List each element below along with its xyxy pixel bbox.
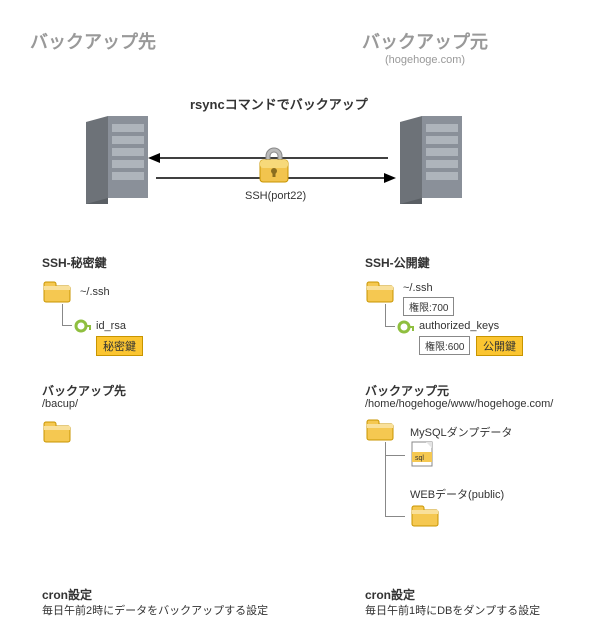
svg-text:sql: sql	[415, 455, 424, 462]
server-left-icon	[80, 114, 152, 210]
lock-icon	[256, 140, 292, 184]
folder-ssh-right-icon	[365, 280, 395, 304]
backup-src-title: バックアップ元	[365, 382, 449, 399]
key-right-icon	[397, 318, 415, 336]
pubkey-badge: 公開鍵	[476, 336, 523, 356]
cron-left-title: cron設定	[42, 586, 92, 603]
folder-ssh-left-icon	[42, 280, 72, 304]
backup-src-path: /home/hogehoge/www/hogehoge.com/	[365, 398, 553, 410]
folder-backup-right-icon	[365, 418, 395, 442]
header-backup-dest: バックアップ先	[30, 28, 156, 54]
header-backup-src-sub: (hogehoge.com)	[362, 54, 488, 66]
folder-backup-left-icon	[42, 420, 72, 444]
authkeys-label: authorized_keys	[419, 320, 499, 332]
key-perm-600: 権限:600	[419, 336, 470, 355]
cron-right-desc: 毎日午前1時にDBをダンプする設定	[365, 602, 540, 618]
privkey-badge: 秘密鍵	[96, 336, 143, 356]
ssh-port-label: SSH(port22)	[245, 190, 306, 202]
idrsa-label: id_rsa	[96, 320, 126, 332]
backup-dest-path: /bacup/	[42, 398, 78, 410]
header-backup-src: バックアップ元	[362, 28, 488, 54]
webdata-label: WEBデータ(public)	[410, 486, 504, 502]
cron-right-title: cron設定	[365, 586, 415, 603]
folder-web-icon	[410, 504, 440, 528]
ssh-privkey-title: SSH-秘密鍵	[42, 254, 107, 271]
mysql-dump-label: MySQLダンプデータ	[410, 424, 512, 440]
rsync-title: rsyncコマンドでバックアップ	[190, 94, 368, 113]
sql-file-icon: sql	[410, 440, 434, 468]
ssh-folder-left: ~/.ssh	[80, 286, 110, 298]
backup-dest-title: バックアップ先	[42, 382, 126, 399]
key-left-icon	[74, 317, 92, 335]
ssh-perm-700: 権限:700	[403, 297, 454, 316]
cron-left-desc: 毎日午前2時にデータをバックアップする設定	[42, 602, 268, 618]
server-right-icon	[394, 114, 466, 210]
ssh-pubkey-title: SSH-公開鍵	[365, 254, 430, 271]
ssh-folder-right: ~/.ssh	[403, 282, 433, 294]
